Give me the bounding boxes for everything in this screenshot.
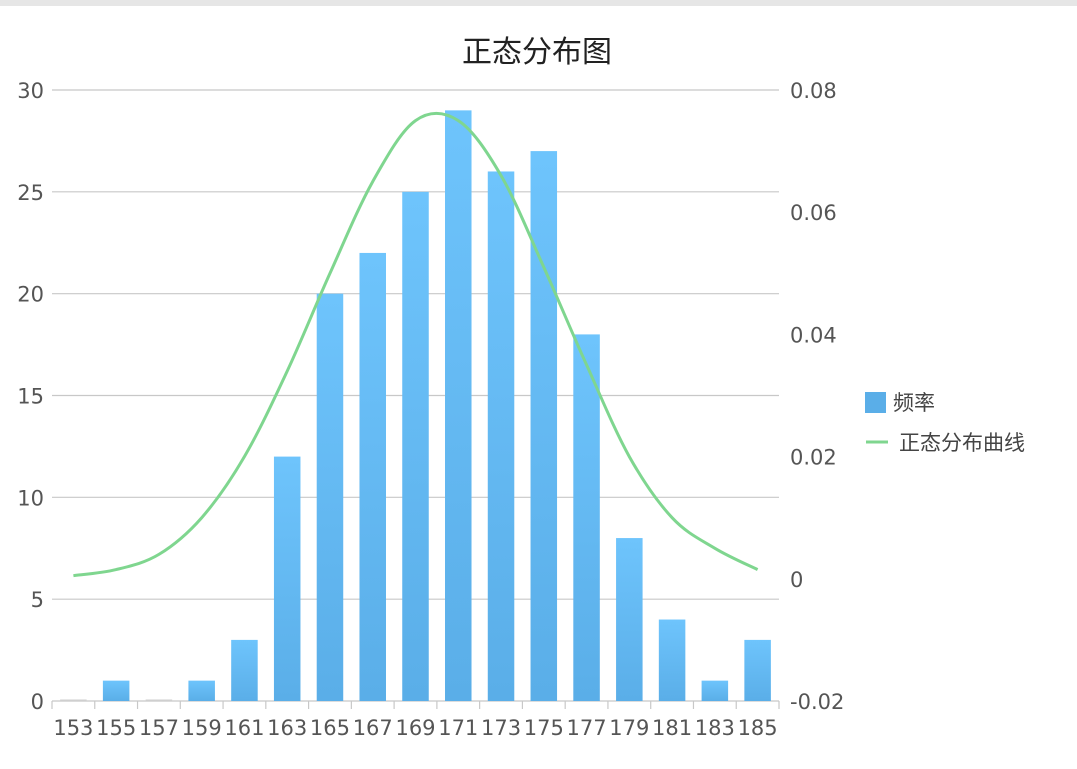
y-right-tick-label: 0.06	[790, 201, 837, 225]
y-left-tick-label: 5	[31, 588, 44, 612]
x-tick-label: 185	[738, 716, 778, 740]
x-tick-label: 179	[609, 716, 649, 740]
bar	[658, 619, 686, 701]
x-tick-label: 175	[524, 716, 564, 740]
line-series	[73, 111, 759, 578]
legend: 频率 正态分布曲线	[865, 391, 1025, 455]
x-tick-label: 163	[267, 716, 307, 740]
x-axis-ticks: 153 155 157 159 161 163 165 167 169 171 173 175 177 1…	[51, 701, 780, 740]
bar	[530, 151, 558, 702]
top-divider	[0, 0, 1077, 6]
x-tick-label: 165	[310, 716, 350, 740]
x-tick-label: 167	[353, 716, 393, 740]
chart-title: 正态分布图	[462, 35, 612, 70]
bar-series	[60, 110, 771, 702]
bar	[188, 680, 215, 701]
gridlines	[52, 89, 779, 702]
x-tick-label: 161	[224, 716, 264, 740]
x-tick-label: 183	[695, 716, 735, 740]
y-left-tick-label: 30	[17, 79, 44, 103]
bar	[701, 680, 729, 701]
y-right-tick-label: 0	[790, 568, 803, 592]
bar	[231, 639, 258, 701]
x-tick-label: 159	[182, 716, 222, 740]
bar	[359, 252, 386, 701]
y-right-tick-label: 0.02	[790, 446, 837, 470]
x-tick-label: 157	[139, 716, 179, 740]
bar	[744, 639, 771, 701]
right-axis-ticks: -0.02 0 0.02 0.04 0.06 0.08	[790, 79, 844, 714]
bar	[445, 110, 472, 701]
y-left-tick-label: 0	[31, 690, 44, 714]
bar	[60, 699, 87, 701]
y-right-tick-label: -0.02	[790, 690, 844, 714]
left-axis-ticks: 0 5 10 15 20 25 30	[17, 79, 44, 714]
y-right-tick-label: 0.08	[790, 79, 837, 103]
x-tick-label: 177	[567, 716, 607, 740]
bar	[402, 191, 429, 702]
x-tick-label: 153	[53, 716, 93, 740]
x-tick-label: 181	[652, 716, 692, 740]
y-right-tick-label: 0.04	[790, 323, 837, 347]
y-left-tick-label: 10	[17, 486, 44, 510]
x-tick-label: 171	[438, 716, 478, 740]
bar	[487, 171, 515, 701]
y-left-tick-label: 15	[17, 385, 44, 409]
legend-label-line: 正态分布曲线	[899, 431, 1025, 455]
normal-curve-line	[73, 111, 759, 578]
bar	[102, 680, 130, 701]
legend-label-bar: 频率	[893, 391, 935, 415]
y-left-tick-label: 25	[17, 181, 44, 205]
y-left-tick-label: 20	[17, 283, 44, 307]
legend-swatch-bar	[865, 392, 886, 413]
bar	[145, 699, 173, 701]
bar	[616, 538, 643, 701]
x-tick-label: 155	[96, 716, 136, 740]
bar	[316, 293, 344, 701]
bar	[273, 456, 301, 701]
x-tick-label: 173	[481, 716, 521, 740]
bar	[573, 334, 600, 701]
x-tick-label: 169	[395, 716, 435, 740]
